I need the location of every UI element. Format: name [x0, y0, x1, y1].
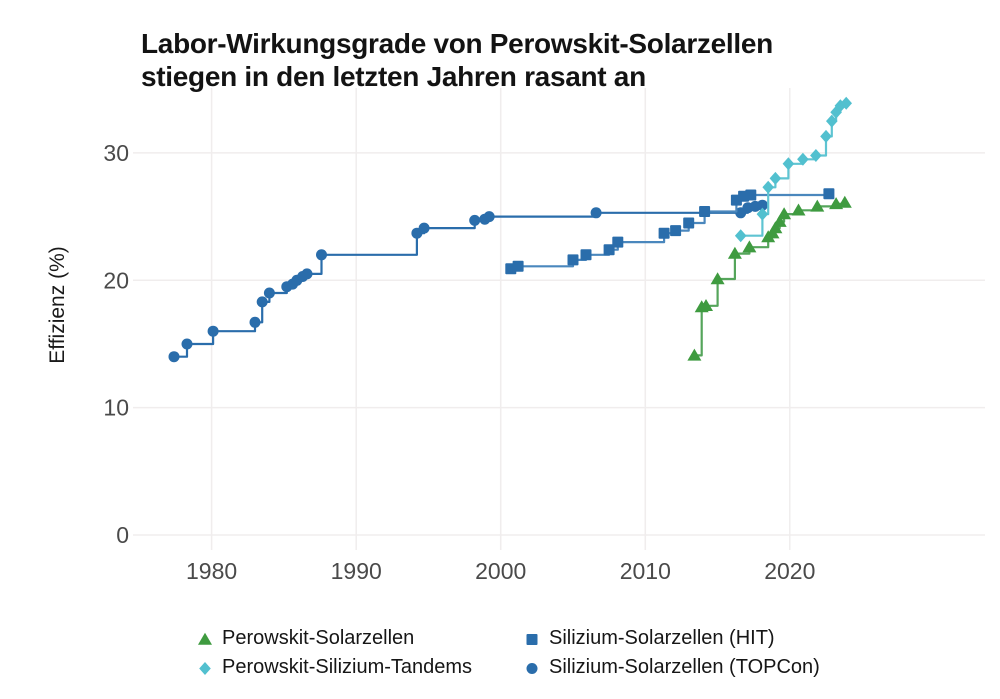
data-point-marker	[418, 222, 430, 234]
data-point-marker	[316, 249, 327, 261]
data-point-marker	[769, 171, 782, 185]
data-point-marker	[526, 633, 538, 645]
legend-item-label: Perowskit-Silizium-Tandems	[222, 656, 473, 678]
square-marker-icon	[526, 633, 538, 645]
data-point-marker	[820, 129, 832, 143]
data-point-marker	[745, 189, 757, 201]
data-point-marker	[683, 217, 695, 229]
data-point-marker	[567, 254, 579, 266]
data-point-marker	[483, 211, 495, 223]
series-step-line	[174, 205, 764, 358]
data-point-marker	[734, 229, 747, 243]
legend-item-label: Perowskit-Solarzellen	[222, 627, 415, 649]
data-point-marker	[699, 299, 713, 311]
circle-marker-icon	[526, 662, 538, 674]
data-point-marker	[658, 227, 670, 239]
data-point-marker	[181, 338, 193, 350]
data-point-marker	[207, 325, 219, 337]
legend-item-perowskit-silizium-tandems: Perowskit-Silizium-Tandems	[196, 656, 523, 679]
legend-item-label: Silizium-Solarzellen (HIT)	[549, 627, 775, 649]
x-axis-tick-label: 1990	[331, 558, 382, 584]
data-point-marker	[810, 199, 825, 212]
data-point-marker	[590, 207, 602, 219]
data-point-marker	[840, 96, 852, 110]
data-point-marker	[797, 152, 809, 166]
legend-item-perowskit-solarzellen: Perowskit-Solarzellen	[196, 627, 523, 650]
chart-svg: 0 10 20 30 1980 1990 2000 2010 2020	[103, 88, 985, 584]
data-point-marker	[687, 348, 702, 361]
series-circle	[168, 199, 768, 363]
y-axis-tick-label: 20	[103, 267, 129, 293]
data-point-marker	[837, 195, 852, 208]
data-point-marker	[826, 114, 838, 128]
data-point-marker	[580, 249, 592, 261]
y-axis-tick-label: 10	[103, 395, 129, 421]
series-square	[505, 188, 835, 275]
y-axis-tick-label: 0	[116, 522, 129, 548]
data-point-marker	[699, 206, 711, 217]
series-diamond	[734, 96, 852, 243]
x-axis-tick-label: 2000	[475, 558, 526, 584]
legend-item-silizium-topcon: Silizium-Solarzellen (TOPCon)	[523, 656, 820, 679]
data-point-marker	[168, 351, 180, 363]
legend-item-silizium-hit: Silizium-Solarzellen (HIT)	[523, 627, 820, 650]
data-point-marker	[756, 199, 768, 211]
data-point-marker	[199, 661, 211, 675]
data-point-marker	[670, 225, 682, 237]
data-point-marker	[782, 157, 795, 171]
data-point-marker	[603, 244, 615, 256]
legend-item-label: Silizium-Solarzellen (TOPCon)	[549, 656, 820, 678]
data-point-marker	[772, 214, 787, 227]
data-point-marker	[469, 214, 481, 226]
data-point-marker	[512, 260, 524, 272]
data-point-marker	[612, 236, 624, 248]
data-point-marker	[727, 246, 742, 259]
x-axis-tick-label: 2020	[764, 558, 815, 584]
y-axis-tick-label: 30	[103, 140, 129, 166]
data-point-marker	[762, 180, 774, 194]
data-point-marker	[249, 316, 261, 328]
data-point-marker	[791, 203, 806, 216]
diamond-marker-icon	[199, 661, 211, 675]
y-axis-label: Effizienz (%)	[46, 246, 69, 364]
data-point-marker	[810, 149, 822, 162]
chart-title: Labor-Wirkungsgrade von Perowskit-Solarz…	[141, 27, 773, 92]
data-point-marker	[301, 268, 313, 280]
data-point-marker	[768, 221, 783, 234]
data-point-marker	[742, 240, 757, 253]
data-point-marker	[526, 662, 538, 674]
data-point-marker	[263, 287, 275, 299]
triangle-marker-icon	[198, 632, 212, 645]
data-point-marker	[777, 207, 792, 220]
series-triangle	[687, 195, 852, 361]
data-point-marker	[198, 632, 212, 645]
x-axis-tick-label: 1980	[186, 558, 237, 584]
data-point-marker	[756, 207, 769, 221]
data-point-marker	[823, 188, 835, 200]
data-point-marker	[256, 296, 268, 308]
x-axis-tick-label: 2010	[620, 558, 671, 584]
chart-legend: Perowskit-Solarzellen Perowskit-Silizium…	[196, 627, 820, 679]
data-point-marker	[710, 272, 725, 285]
